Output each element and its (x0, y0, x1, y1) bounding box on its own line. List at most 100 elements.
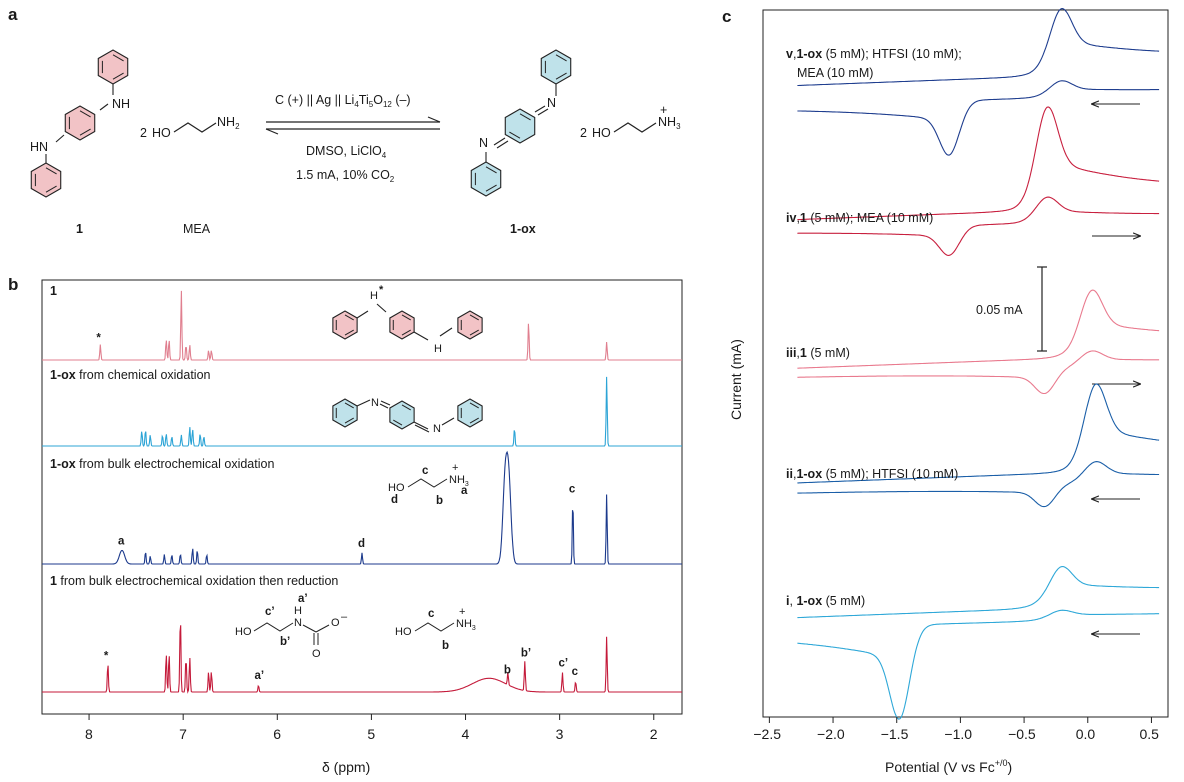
arrow-bottom-text-2: 1.5 mA, 10% CO2 (296, 168, 395, 184)
nmr-tick-label-2: 2 (650, 726, 658, 742)
svg-text:+: + (452, 462, 458, 474)
mea-nh2: NH2 (217, 115, 240, 131)
nmr-tick-label-6: 6 (273, 726, 281, 742)
cv-curve-2-cathodic (797, 196, 1160, 256)
svg-text:a’: a’ (298, 593, 308, 605)
inset1-nh: H (370, 290, 378, 302)
reactant-1-structure (30, 49, 129, 198)
svg-text:b’: b’ (280, 636, 290, 648)
svg-text:d: d (391, 494, 398, 506)
cv-curve-5-cathodic (797, 609, 1160, 720)
cv-tick-label-1: −2.0 (817, 726, 845, 742)
ammonium-nh3: NH3 (658, 115, 681, 131)
inset-structure-5: HO NH3 + c b (395, 606, 476, 652)
cv-x-axis: −2.5 −2.0 −1.5 −1.0 −0.5 0.0 0.5 (753, 717, 1159, 742)
svg-text:c: c (428, 608, 435, 620)
nmr-peak-label-1-0: * (96, 333, 101, 345)
svg-text:HO: HO (388, 482, 405, 494)
nmr-trace-2 (42, 376, 682, 448)
mea-structure: 2 HO NH2 (140, 115, 240, 140)
scale-bar-label: 0.05 mA (976, 303, 1023, 317)
nmr-peak-label-4-11: b’ (521, 648, 531, 660)
cv-curve-1 (797, 8, 1160, 156)
nmr-peak-label-3-12: c (569, 483, 576, 495)
svg-text:a: a (461, 485, 468, 497)
svg-text:b: b (436, 495, 443, 507)
cv-tick-label-4: −0.5 (1008, 726, 1036, 742)
panel-c-letter: c (722, 7, 731, 26)
cv-curve-2-anodic (797, 106, 1160, 221)
inset-structure-3: HO NH3 + c b d a (388, 462, 469, 507)
svg-text:–: – (341, 611, 348, 623)
nmr-trace-3-title: 1-ox from bulk electrochemical oxidation (50, 457, 274, 471)
panel-c-cv: c −2.5 −2.0 −1.5 −1.0 −0.5 0.0 0.5 Potential (… (722, 7, 1169, 775)
cv-curve-4-anodic (797, 383, 1160, 484)
cv-curve-5 (797, 565, 1160, 720)
arrow-bottom-text-1: DMSO, LiClO4 (306, 144, 387, 160)
svg-text:HO: HO (395, 626, 412, 638)
nmr-trace-4-title: 1 from bulk electrochemical oxidation th… (50, 574, 338, 588)
ammonium-structure: 2 HO NH3 + (580, 103, 681, 140)
panel-b-letter: b (8, 275, 18, 294)
inset1-star: * (379, 284, 384, 296)
nmr-peak-label-4-10: b (504, 664, 511, 676)
inset-structure-2 (332, 398, 483, 433)
inset-structure-4: HO N H O O – c’ b’ a’ (235, 593, 348, 660)
mea-ho: HO (152, 126, 171, 140)
cv-legend-v: v,1-ox (5 mM); HTFSI (10 mM); (786, 47, 962, 61)
reactant-nh-label: NH (112, 97, 130, 111)
cv-x-label: Potential (V vs Fc+/0) (885, 758, 1012, 775)
cv-curve-4-cathodic (797, 461, 1160, 508)
cv-curve-4 (797, 383, 1160, 508)
nmr-trace-1 (42, 290, 682, 362)
nmr-peak-label-4-8: a’ (254, 670, 264, 682)
cv-legend-iv: iv,1 (5 mM); MEA (10 mM) (786, 211, 933, 225)
nmr-peak-label-4-13: c (572, 666, 579, 678)
svg-text:NH3: NH3 (449, 474, 469, 488)
svg-text:N: N (294, 617, 302, 629)
svg-text:NH3: NH3 (456, 618, 476, 632)
cv-legend-ii: ii,1-ox (5 mM); HTFSI (10 mM) (786, 467, 958, 481)
product-1ox-structure (470, 49, 572, 197)
nmr-trace-2-title: 1-ox from chemical oxidation (50, 368, 211, 382)
cv-tick-label-5: 0.0 (1076, 726, 1096, 742)
cv-curve-1-cathodic (797, 80, 1160, 156)
nmr-spectra: * a d c * a’ b b’ c’ c (42, 290, 682, 694)
svg-text:HO: HO (235, 626, 252, 638)
mea-coefficient: 2 (140, 126, 147, 140)
nmr-tick-label-3: 3 (556, 726, 564, 742)
cv-legend-v-line2: MEA (10 mM) (797, 66, 873, 80)
product-label: 1-ox (510, 222, 536, 236)
nmr-peak-label-4-12: c’ (558, 657, 568, 669)
cv-legend-iii: iii,1 (5 mM) (786, 346, 850, 360)
nmr-tick-label-8: 8 (85, 726, 93, 742)
svg-text:H: H (294, 605, 302, 617)
svg-text:+: + (459, 606, 465, 618)
panel-b-nmr: b * a d c * a’ b b’ c’ c 8 7 6 5 4 3 2 δ (ppm) 1 1-ox f… (8, 275, 683, 775)
inset1-h: H (434, 343, 442, 355)
svg-text:c: c (422, 465, 429, 477)
cv-curves (797, 8, 1160, 720)
nmr-trace-1-title: 1 (50, 284, 57, 298)
inset2-n1: N (371, 397, 379, 409)
nmr-x-axis: 8 7 6 5 4 3 2 (85, 714, 658, 742)
svg-text:O: O (331, 617, 340, 629)
svg-text:c’: c’ (265, 606, 275, 618)
product-n-top: N (547, 96, 556, 110)
nmr-frame (41, 279, 683, 715)
cv-tick-label-6: 0.5 (1139, 726, 1159, 742)
cv-tick-label-2: −1.5 (881, 726, 909, 742)
cv-curve-5-anodic (797, 565, 1160, 619)
panel-a-scheme: a NH HN 1 2 HO NH2 MEA C (+) || Ag || Li… (8, 5, 681, 236)
svg-text:+: + (660, 103, 667, 117)
arrow-top-text: C (+) || Ag || Li4Ti5O12 (–) (275, 93, 411, 109)
svg-text:2: 2 (580, 126, 587, 140)
cv-curve-3 (797, 289, 1160, 395)
cv-curve-3-anodic (797, 289, 1160, 369)
cv-tick-label-0: −2.5 (753, 726, 781, 742)
inset-structure-1 (332, 303, 483, 341)
nmr-peak-label-3-9: d (358, 538, 365, 550)
cv-frame (762, 9, 1169, 718)
svg-text:O: O (312, 648, 321, 660)
